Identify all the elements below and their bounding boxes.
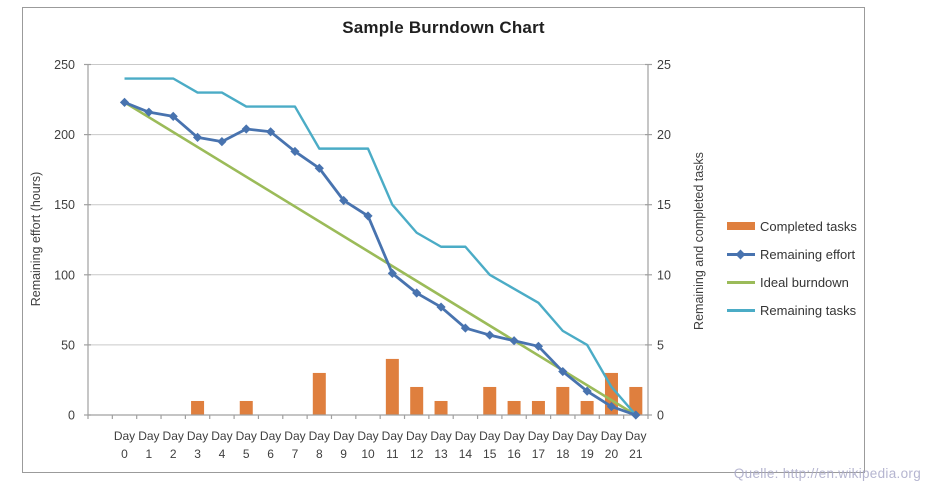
legend-label: Remaining tasks: [760, 302, 857, 318]
remaining-effort-swatch-icon: [727, 249, 755, 259]
ideal-burndown-swatch-icon: [727, 280, 755, 284]
svg-text:Day: Day: [357, 429, 378, 443]
svg-text:Day: Day: [163, 429, 184, 443]
svg-text:Day: Day: [138, 429, 159, 443]
svg-text:0: 0: [68, 409, 75, 423]
svg-text:13: 13: [434, 447, 448, 461]
remaining-effort-markers: [119, 97, 641, 420]
legend-label: Completed tasks: [760, 218, 857, 234]
left-axis-title: Remaining effort (hours): [29, 171, 43, 307]
chart-title: Sample Burndown Chart: [342, 18, 545, 37]
svg-text:17: 17: [532, 447, 546, 461]
svg-text:5: 5: [243, 447, 250, 461]
svg-text:Day: Day: [284, 429, 305, 443]
svg-text:20: 20: [657, 128, 671, 142]
x-axis-category-labels: Day 0 Day 1 Day 2 Day 3 Day 4 Day 5 Day 6 Day 7 Day 8 Day 9…: [114, 429, 647, 461]
svg-text:Day: Day: [309, 429, 330, 443]
svg-text:Day: Day: [503, 429, 524, 443]
remaining-tasks-line: [124, 77, 637, 416]
legend-item-completed-tasks: Completed tasks: [727, 212, 857, 240]
right-axis-title: Remaining and completed tasks: [692, 152, 706, 330]
svg-text:6: 6: [267, 447, 274, 461]
svg-text:Day: Day: [236, 429, 257, 443]
diamond-marker-icon: [735, 249, 746, 259]
chart-frame: [22, 7, 865, 473]
right-axis-tick-labels: 0 5 10 15 20 25: [657, 58, 671, 423]
legend: Completed tasks Remaining effort Ideal b…: [727, 212, 857, 324]
left-axis-tick-labels: 0 50 100 150 200 250: [54, 58, 75, 423]
svg-text:10: 10: [657, 268, 671, 282]
svg-text:12: 12: [410, 447, 424, 461]
svg-text:25: 25: [657, 58, 671, 72]
svg-text:Day: Day: [625, 429, 646, 443]
svg-text:20: 20: [605, 447, 619, 461]
remaining-tasks-swatch-icon: [727, 308, 755, 312]
svg-text:200: 200: [54, 128, 75, 142]
svg-text:11: 11: [386, 447, 399, 461]
svg-text:Day: Day: [528, 429, 549, 443]
svg-text:1: 1: [146, 447, 153, 461]
svg-text:0: 0: [121, 447, 128, 461]
svg-text:21: 21: [629, 447, 643, 461]
gridlines: [88, 64, 648, 346]
legend-label: Ideal burndown: [760, 274, 849, 290]
svg-text:8: 8: [316, 447, 323, 461]
svg-text:10: 10: [361, 447, 375, 461]
svg-text:9: 9: [340, 447, 347, 461]
svg-text:100: 100: [54, 268, 75, 282]
svg-text:16: 16: [507, 447, 521, 461]
axes: [84, 63, 652, 419]
legend-item-remaining-tasks: Remaining tasks: [727, 296, 857, 324]
completed-tasks-swatch-icon: [727, 222, 755, 230]
remaining-effort-line: [123, 101, 637, 417]
svg-text:5: 5: [657, 338, 664, 352]
legend-label: Remaining effort: [760, 246, 856, 262]
svg-text:Day: Day: [406, 429, 427, 443]
svg-text:Day: Day: [552, 429, 573, 443]
completed-tasks-bars: [191, 358, 643, 415]
svg-text:150: 150: [54, 198, 75, 212]
ideal-burndown-line: [123, 101, 637, 417]
svg-text:4: 4: [219, 447, 226, 461]
svg-text:Day: Day: [211, 429, 232, 443]
legend-item-ideal-burndown: Ideal burndown: [727, 268, 857, 296]
svg-text:250: 250: [54, 58, 75, 72]
svg-text:Day: Day: [382, 429, 403, 443]
svg-text:3: 3: [194, 447, 201, 461]
svg-text:15: 15: [657, 198, 671, 212]
svg-text:Day: Day: [455, 429, 476, 443]
svg-text:Day: Day: [576, 429, 597, 443]
svg-text:7: 7: [292, 447, 299, 461]
svg-text:Day: Day: [333, 429, 354, 443]
svg-text:Day: Day: [187, 429, 208, 443]
svg-text:50: 50: [61, 338, 75, 352]
svg-text:Day: Day: [260, 429, 281, 443]
svg-text:Day: Day: [601, 429, 622, 443]
svg-text:Day: Day: [114, 429, 135, 443]
svg-text:Day: Day: [479, 429, 500, 443]
svg-text:15: 15: [483, 447, 497, 461]
legend-item-remaining-effort: Remaining effort: [727, 240, 857, 268]
svg-text:19: 19: [580, 447, 594, 461]
svg-text:18: 18: [556, 447, 570, 461]
svg-text:Day: Day: [430, 429, 451, 443]
svg-text:0: 0: [657, 409, 664, 423]
svg-text:2: 2: [170, 447, 177, 461]
source-watermark: Quelle: http://en.wikipedia.org: [733, 466, 921, 481]
svg-text:14: 14: [459, 447, 473, 461]
